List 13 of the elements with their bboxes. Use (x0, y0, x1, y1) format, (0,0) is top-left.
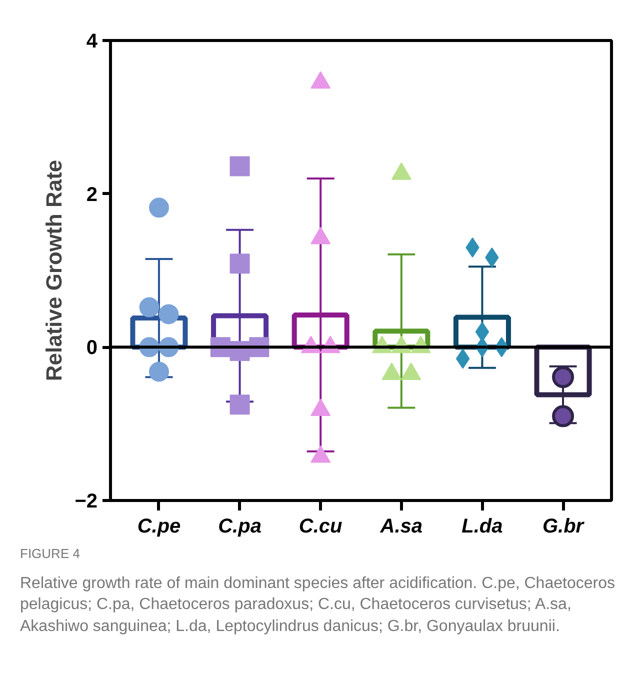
x-tick-label: C.cu (298, 516, 342, 538)
x-tick-label: L.da (462, 516, 503, 538)
y-axis-title: Relative Growth Rate (42, 160, 67, 382)
x-tick-label: A.sa (379, 516, 423, 538)
y-tick-label: 4 (86, 30, 98, 52)
x-tick-label: G.br (542, 516, 585, 538)
y-tick-label: 0 (86, 337, 98, 360)
y-tick-label: 2 (86, 184, 98, 206)
y-tick-label: −2 (74, 490, 98, 512)
text: Relative growth rate of main dominant species after acidification. C.pe, Chaetoceros pelagicus; C.pa, Chaetoceros paradoxus; C.cu, Chaetoceros curvisetus; A.sa, Akashiwo sanguinea; L.da, Leptocylindrus danicus; G.br, Gonyaulax bruunii. (20, 574, 616, 637)
caption: FIGURE 4 (20, 545, 80, 563)
x-tick-label: C.pa (218, 516, 262, 538)
x-tick-label: C.pe (137, 516, 181, 538)
